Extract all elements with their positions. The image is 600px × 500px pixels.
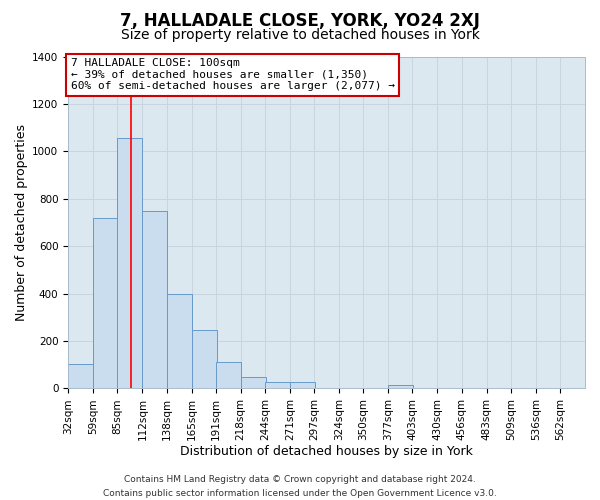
- Bar: [215, 362, 241, 388]
- Text: Contains HM Land Registry data © Crown copyright and database right 2024.
Contai: Contains HM Land Registry data © Crown c…: [103, 476, 497, 498]
- Text: 7 HALLADALE CLOSE: 100sqm
← 39% of detached houses are smaller (1,350)
60% of se: 7 HALLADALE CLOSE: 100sqm ← 39% of detac…: [71, 58, 395, 92]
- Bar: [388, 385, 413, 388]
- Y-axis label: Number of detached properties: Number of detached properties: [15, 124, 28, 321]
- Bar: [265, 382, 290, 388]
- Bar: [241, 377, 266, 388]
- Text: 7, HALLADALE CLOSE, YORK, YO24 2XJ: 7, HALLADALE CLOSE, YORK, YO24 2XJ: [120, 12, 480, 30]
- Bar: [118, 138, 142, 388]
- Bar: [93, 218, 118, 388]
- Bar: [167, 294, 191, 388]
- X-axis label: Distribution of detached houses by size in York: Distribution of detached houses by size …: [180, 444, 473, 458]
- Text: Size of property relative to detached houses in York: Size of property relative to detached ho…: [121, 28, 479, 42]
- Bar: [68, 364, 93, 388]
- Bar: [191, 330, 217, 388]
- Bar: [290, 382, 315, 388]
- Bar: [142, 210, 167, 388]
